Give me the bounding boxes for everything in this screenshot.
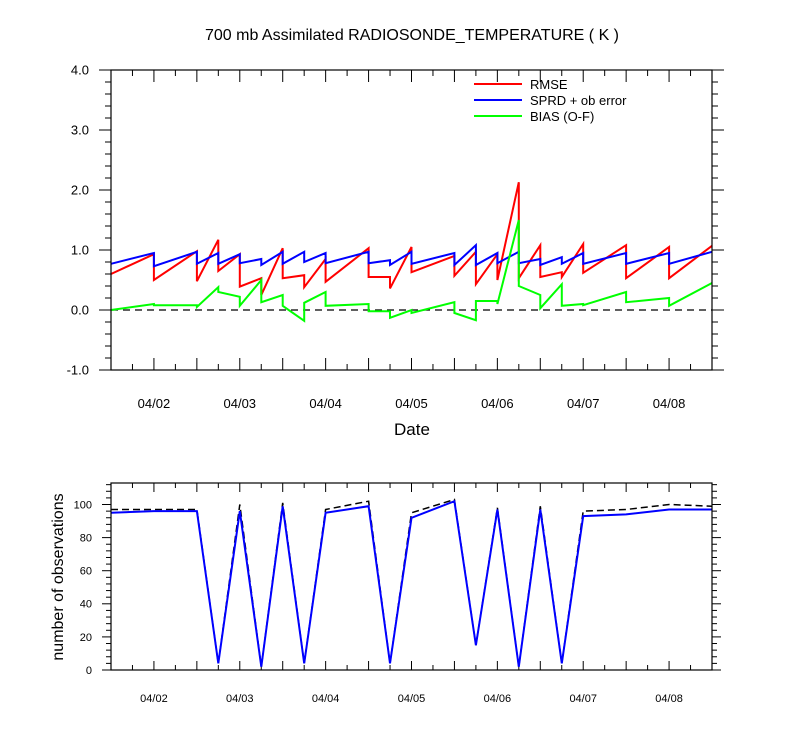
bottom-xtick-label: 04/07: [569, 693, 597, 705]
top-chart-frame: [110, 69, 713, 371]
bottom-xtick-label: 04/02: [140, 693, 168, 705]
bottom-ytick-label: 0: [86, 665, 92, 677]
bottom-xtick-label: 04/05: [398, 693, 426, 705]
top-xtick-label: 04/08: [653, 396, 686, 411]
bottom-chart: 0 20 40 60 80 100 04/02 04/03 04/04 04/05 04/06 04/…: [50, 482, 721, 705]
legend-label-sprd-ob-error: SPRD + ob error: [530, 93, 627, 108]
bottom-chart-series: [110, 498, 713, 667]
top-chart-axes: -1.0 0.0 1.0 2.0 3.0 4.0 04/02 04/03 04/04 04/05 0…: [67, 63, 724, 411]
bottom-ytick-label: 80: [80, 532, 92, 544]
bottom-ytick-label: 40: [80, 599, 92, 611]
top-xtick-label: 04/02: [138, 396, 171, 411]
top-chart: 700 mb Assimilated RADIOSONDE_TEMPERATUR…: [67, 27, 724, 439]
bottom-ytick-label: 20: [80, 632, 92, 644]
top-series-bias-o-f: [110, 219, 713, 323]
top-chart-series: [110, 181, 713, 323]
bottom-series-assimilated: [110, 499, 712, 667]
top-series-rmse: [110, 181, 713, 296]
top-xtick-label: 04/03: [224, 396, 257, 411]
bottom-xtick-label: 04/03: [226, 693, 254, 705]
top-xtick-label: 04/04: [309, 396, 342, 411]
bottom-ytick-label: 100: [74, 499, 92, 511]
bottom-xtick-label: 04/06: [484, 693, 512, 705]
bottom-ytick-label: 60: [80, 566, 92, 578]
top-ytick-label: 1.0: [71, 243, 89, 258]
top-chart-xlabel: Date: [394, 420, 430, 439]
bottom-chart-frame: [110, 482, 713, 671]
bottom-chart-axes: 0 20 40 60 80 100 04/02 04/03 04/04 04/05 04/06 04/…: [74, 483, 721, 705]
bottom-xtick-label: 04/08: [655, 693, 683, 705]
top-ytick-label: 2.0: [71, 183, 89, 198]
bottom-xtick-label: 04/04: [312, 693, 340, 705]
top-xtick-label: 04/07: [567, 396, 600, 411]
top-xtick-label: 04/06: [481, 396, 514, 411]
top-series-sprd-ob-error: [110, 242, 713, 268]
bottom-chart-ylabel: number of observations: [50, 493, 67, 660]
top-ytick-label: 4.0: [71, 63, 89, 78]
legend-label-rmse: RMSE: [530, 77, 568, 92]
top-chart-title: 700 mb Assimilated RADIOSONDE_TEMPERATUR…: [205, 27, 619, 44]
top-ytick-label: -1.0: [67, 363, 89, 378]
top-xtick-label: 04/05: [395, 396, 428, 411]
legend-label-bias-o-f: BIAS (O-F): [530, 109, 594, 124]
top-ytick-label: 3.0: [71, 123, 89, 138]
top-ytick-label: 0.0: [71, 303, 89, 318]
